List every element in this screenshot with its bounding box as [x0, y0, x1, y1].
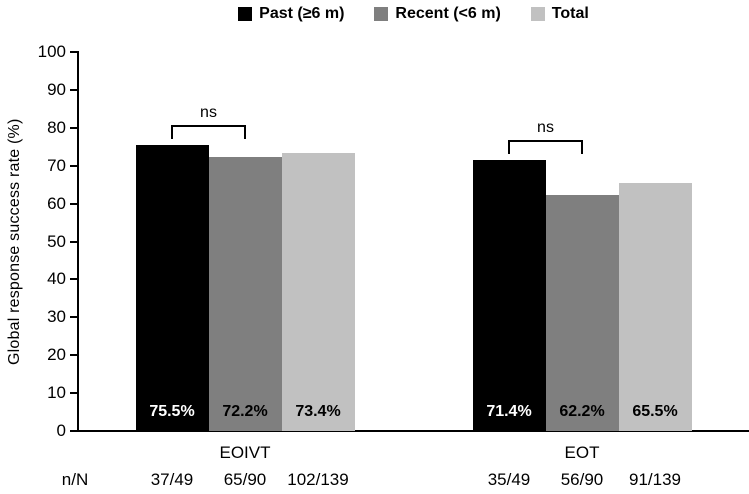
y-axis-tick [70, 126, 78, 129]
y-axis-line [77, 51, 79, 432]
n-over-N-value: 56/90 [560, 470, 604, 489]
significance-label: ns [200, 103, 217, 121]
x-category-label: EOT [564, 443, 600, 462]
y-axis-tick-label: 90 [47, 79, 66, 99]
y-axis-tick [70, 88, 78, 91]
bar-value-label: 71.4% [486, 402, 532, 420]
y-axis-tick [70, 392, 78, 395]
significance-label: ns [537, 119, 554, 137]
bar-eot-series-2: 65.5% [618, 182, 692, 431]
y-axis-tick-label: 80 [47, 117, 66, 137]
y-axis-tick [70, 240, 78, 243]
chart-legend: Past (≥6 m) Recent (<6 m) Total [78, 5, 749, 23]
legend-swatch-icon [530, 7, 545, 21]
y-axis-tick-label: 10 [47, 383, 66, 403]
x-category-label: EOIVT [219, 443, 271, 462]
bar-eoivt-series-1: 72.2% [208, 157, 282, 431]
n-over-N-value: 65/90 [223, 470, 267, 489]
y-axis-tick-label: 60 [47, 193, 66, 213]
y-axis-tick [70, 354, 78, 357]
y-axis-tick [70, 430, 78, 432]
legend-swatch-icon [238, 7, 253, 21]
y-axis-tick-label: 0 [56, 421, 66, 440]
legend-item: Recent (<6 m) [374, 5, 501, 23]
significance-bracket [171, 124, 246, 139]
n-over-N-value: 35/49 [487, 470, 531, 489]
y-axis-tick [70, 202, 78, 205]
bar-value-label: 62.2% [559, 402, 605, 420]
y-axis-tick [70, 164, 78, 167]
y-axis-tick [70, 51, 78, 53]
legend-item: Past (≥6 m) [238, 5, 344, 23]
bar-eoivt-series-0: 75.5% [135, 144, 209, 431]
y-axis-tick-label: 30 [47, 307, 66, 327]
bar-value-label: 72.2% [222, 402, 268, 420]
legend-item: Total [530, 5, 589, 23]
y-axis-tick-label: 70 [47, 155, 66, 175]
y-axis-tick-label: 40 [47, 269, 66, 289]
bar-value-label: 73.4% [295, 402, 341, 420]
bar-value-label: 65.5% [632, 402, 678, 420]
y-axis-tick-label: 50 [47, 231, 66, 251]
bar-eot-series-1: 62.2% [545, 195, 619, 431]
y-axis-tick [70, 278, 78, 281]
y-axis-tick-label: 100 [37, 42, 66, 61]
significance-bracket [508, 140, 583, 155]
legend-label: Total [551, 5, 589, 22]
legend-swatch-icon [374, 7, 389, 21]
y-axis-tick-label: 20 [47, 345, 66, 365]
y-axis-tick [70, 316, 78, 319]
x-axis-line [77, 430, 749, 432]
legend-label: Past (≥6 m) [259, 5, 345, 22]
bar-eot-series-0: 71.4% [472, 160, 546, 431]
bar-value-label: 75.5% [149, 402, 195, 420]
n-over-N-value: 91/139 [629, 470, 681, 489]
n-over-N-row-label: n/N [61, 470, 89, 489]
bar-eoivt-series-2: 73.4% [281, 152, 355, 431]
n-over-N-value: 102/139 [287, 470, 349, 489]
legend-label: Recent (<6 m) [395, 5, 501, 22]
n-over-N-value: 37/49 [150, 470, 194, 489]
